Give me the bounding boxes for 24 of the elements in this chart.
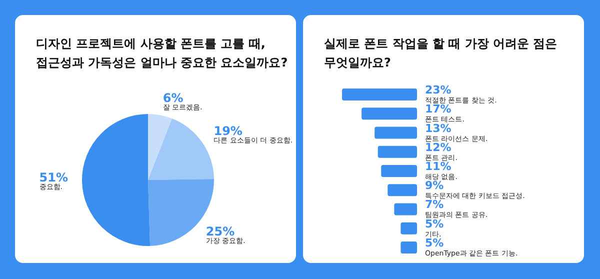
- data-label: 17%: [425, 102, 452, 116]
- data-label: 5%: [425, 217, 444, 230]
- data-label: 12%: [425, 140, 452, 154]
- data-label: 23%: [425, 84, 452, 97]
- bar: [374, 126, 417, 139]
- bar: [342, 88, 417, 101]
- data-label: 5%: [425, 236, 444, 250]
- data-label: 51%: [39, 170, 68, 185]
- bar: [378, 146, 417, 158]
- data-label: 6%: [162, 90, 184, 105]
- bar: [400, 241, 417, 254]
- data-label: 25%: [206, 224, 235, 239]
- data-label: 11%: [425, 160, 452, 173]
- chart-title: 실제로 폰트 작업을 할 때 가장 어려운 점은 무엇일까요?: [324, 36, 558, 70]
- chart-title: 디자인 프로젝트에 사용할 폰트를 고를 때, 접근성과 가독성은 얼마나 중요한 요소일까요?: [36, 36, 288, 70]
- data-label: 9%: [425, 179, 444, 192]
- bar: [381, 165, 417, 177]
- data-label: 7%: [425, 198, 444, 212]
- data-label: 13%: [425, 122, 452, 135]
- bar: [388, 184, 417, 196]
- bar: [400, 222, 417, 234]
- bar: [394, 203, 417, 216]
- bar: [362, 108, 417, 120]
- data-label: 19%: [214, 124, 242, 138]
